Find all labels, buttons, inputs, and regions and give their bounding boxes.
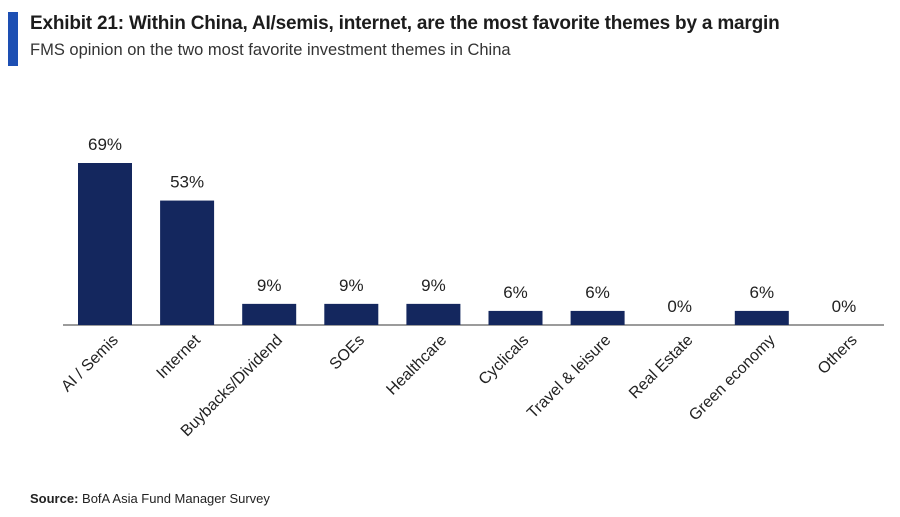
source-label: Source: xyxy=(30,491,79,506)
bar xyxy=(570,310,625,325)
data-label: 53% xyxy=(170,173,204,192)
source-text: BofA Asia Fund Manager Survey xyxy=(82,491,270,506)
bar xyxy=(324,303,379,325)
source-note: Source: BofA Asia Fund Manager Survey xyxy=(30,491,270,506)
chart-subtitle: FMS opinion on the two most favorite inv… xyxy=(30,41,511,59)
data-label: 6% xyxy=(503,283,528,302)
data-label: 69% xyxy=(88,135,122,154)
data-label: 9% xyxy=(421,276,446,295)
chart-title: Exhibit 21: Within China, AI/semis, inte… xyxy=(30,13,780,34)
data-label: 9% xyxy=(339,276,364,295)
category-label: Others xyxy=(815,332,861,378)
category-label: Healthcare xyxy=(383,332,450,399)
data-label: 9% xyxy=(257,276,282,295)
bar xyxy=(488,310,543,325)
category-label: Internet xyxy=(154,331,205,382)
data-label: 0% xyxy=(832,297,857,316)
bar xyxy=(160,200,215,325)
category-label: Real Estate xyxy=(626,332,697,403)
bar xyxy=(78,163,132,325)
category-label: AI / Semis xyxy=(58,332,122,396)
bar xyxy=(734,310,789,325)
data-label: 0% xyxy=(667,297,692,316)
category-label: Travel & leisure xyxy=(524,332,614,422)
category-label: SOEs xyxy=(327,332,369,374)
title-accent-bar xyxy=(8,12,18,66)
data-label: 6% xyxy=(585,283,610,302)
category-label: Green economy xyxy=(686,332,779,425)
category-label: Cyclicals xyxy=(476,332,533,389)
bar xyxy=(406,303,461,325)
bar xyxy=(242,303,297,325)
data-label: 6% xyxy=(750,283,775,302)
